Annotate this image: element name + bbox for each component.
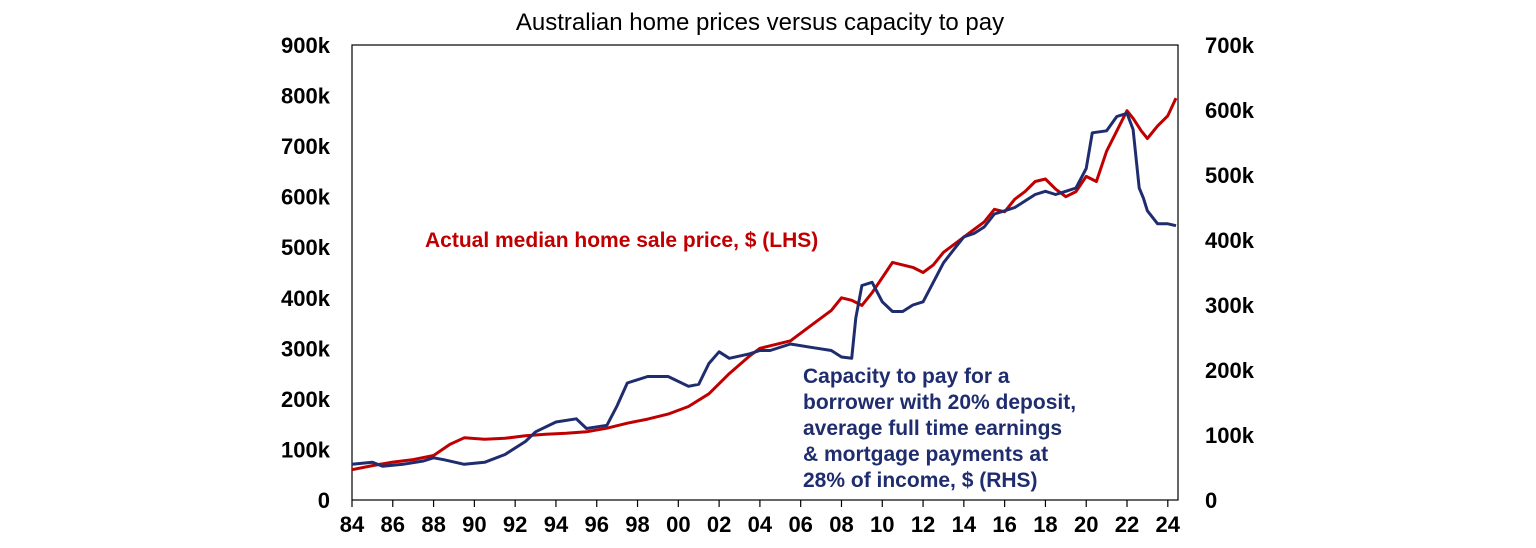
x-axis-tick-label: 96 (584, 512, 608, 537)
right-axis-tick-labels: 0 100k 200k 300k 400k 500k 600k 700k (1205, 33, 1255, 513)
x-axis-tick-label: 16 (992, 512, 1016, 537)
series-lines (351, 97, 1178, 472)
right-axis-tick-label: 700k (1205, 33, 1255, 58)
right-axis-tick-label: 300k (1205, 293, 1255, 318)
right-axis-tick-label: 500k (1205, 163, 1255, 188)
capacity-to-pay-label-line: borrower with 20% deposit, (803, 391, 1076, 414)
left-axis-tick-label: 400k (281, 286, 331, 311)
x-axis-tick-label: 12 (911, 512, 935, 537)
x-axis-tick-label: 14 (952, 512, 977, 537)
capacity-to-pay-label-line: average full time earnings (803, 417, 1062, 440)
left-axis-tick-label: 0 (318, 488, 330, 513)
x-axis-tick-label: 22 (1115, 512, 1139, 537)
x-axis-tick-label: 18 (1033, 512, 1057, 537)
plot-area (351, 44, 1179, 501)
x-axis-tick-label: 84 (340, 512, 365, 537)
left-axis-tick-label: 700k (281, 134, 331, 159)
left-axis-tick-label: 100k (281, 437, 331, 462)
x-axis-tick-label: 24 (1156, 512, 1181, 537)
x-axis-tick-label: 86 (381, 512, 405, 537)
right-axis-tick-label: 600k (1205, 98, 1255, 123)
x-axis-tick-label: 20 (1074, 512, 1098, 537)
x-axis-tick-label: 10 (870, 512, 894, 537)
left-axis-tick-label: 200k (281, 387, 331, 412)
x-axis-tick-label: 98 (625, 512, 649, 537)
capacity-to-pay-label-line: & mortgage payments at (803, 443, 1048, 466)
capacity-to-pay-label-line: 28% of income, $ (RHS) (803, 469, 1038, 492)
x-axis-tick-label: 06 (788, 512, 812, 537)
x-axis-tick-label: 94 (544, 512, 569, 537)
x-axis-tick-label: 90 (462, 512, 486, 537)
right-axis-tick-label: 100k (1205, 423, 1255, 448)
median-price-label: Actual median home sale price, $ (LHS) (425, 229, 818, 252)
x-axis-tick-label: 00 (666, 512, 690, 537)
chart-title: Australian home prices versus capacity t… (516, 9, 1004, 36)
x-axis-tick-label: 08 (829, 512, 853, 537)
left-axis-tick-label: 900k (281, 33, 331, 58)
capacity-to-pay-label-line: Capacity to pay for a (803, 365, 1010, 388)
left-axis-tick-label: 300k (281, 336, 331, 361)
right-axis-tick-label: 400k (1205, 228, 1255, 253)
x-axis: 84 86 88 90 92 94 96 98 00 02 04 06 08 10 12 14 16 18 20 22… (340, 500, 1181, 537)
left-axis-tick-label: 500k (281, 235, 331, 260)
x-axis-tick-label: 02 (707, 512, 731, 537)
left-axis-tick-label: 800k (281, 84, 331, 109)
left-axis-tick-label: 600k (281, 185, 331, 210)
right-axis-tick-label: 0 (1205, 488, 1217, 513)
x-axis-tick-label: 88 (421, 512, 445, 537)
series-annotations: Actual median home sale price, $ (LHS) Ca… (425, 229, 1076, 492)
left-axis-tick-labels: 0 100k 200k 300k 400k 500k 600k 700k 800k 900k (281, 33, 331, 513)
x-axis-tick-label: 92 (503, 512, 527, 537)
right-axis-tick-label: 200k (1205, 358, 1255, 383)
median-price-line (351, 97, 1178, 472)
capacity-to-pay-line (351, 111, 1177, 468)
x-axis-tick-label: 04 (748, 512, 773, 537)
